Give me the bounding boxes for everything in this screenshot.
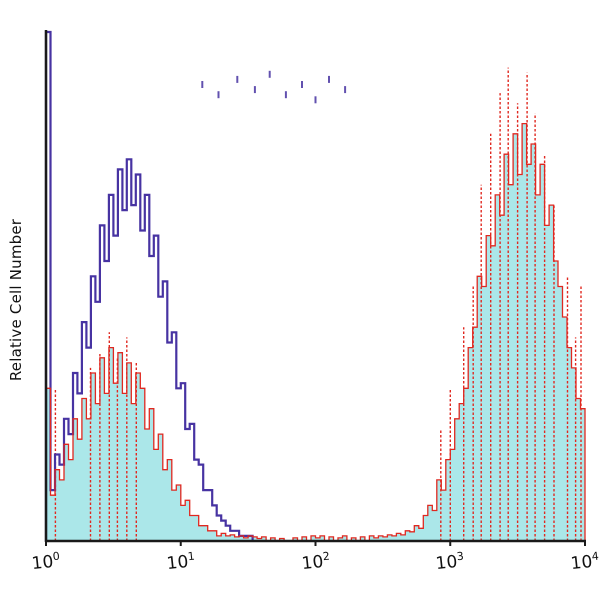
stained-histogram-outline [45, 122, 586, 542]
control-histogram-outline [44, 30, 254, 541]
x-tick-label: 104 [569, 549, 600, 575]
y-axis-label: Relative Cell Number [7, 218, 25, 382]
